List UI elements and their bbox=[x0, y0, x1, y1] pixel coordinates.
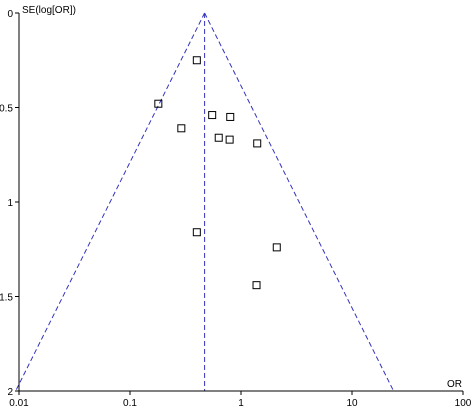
y-ticks: 0 0.5 1 1.5 2 bbox=[0, 9, 19, 398]
study-point bbox=[252, 281, 261, 290]
y-tick-label: 2 bbox=[7, 387, 13, 398]
study-point bbox=[154, 99, 163, 108]
x-tick-label: 0.1 bbox=[123, 398, 137, 409]
study-point bbox=[177, 124, 186, 133]
x-tick-label: 100 bbox=[455, 398, 472, 409]
y-axis-label: SE(log[OR]) bbox=[22, 5, 76, 16]
study-point bbox=[214, 133, 223, 142]
study-point bbox=[272, 243, 281, 252]
x-tick-label: 10 bbox=[346, 398, 358, 409]
x-tick-label: 1 bbox=[238, 398, 244, 409]
study-point bbox=[225, 135, 234, 144]
funnel-right-line bbox=[204, 12, 395, 392]
study-point bbox=[192, 228, 201, 237]
y-tick-label: 1 bbox=[7, 198, 13, 209]
x-tick-label: 0.01 bbox=[9, 398, 29, 409]
funnel-left-line bbox=[15, 12, 206, 392]
y-tick-label: 0 bbox=[7, 9, 13, 20]
y-tick-label: 0.5 bbox=[0, 104, 13, 115]
data-points bbox=[154, 56, 281, 290]
study-point bbox=[192, 56, 201, 65]
x-axis-label: OR bbox=[447, 379, 462, 390]
y-tick-label: 1.5 bbox=[0, 293, 13, 304]
axes bbox=[18, 13, 463, 392]
funnel-lines bbox=[15, 12, 395, 392]
study-point bbox=[253, 139, 262, 148]
study-point bbox=[208, 111, 217, 120]
study-point bbox=[226, 112, 235, 121]
x-ticks: 0.01 0.1 1 10 100 bbox=[9, 391, 472, 409]
